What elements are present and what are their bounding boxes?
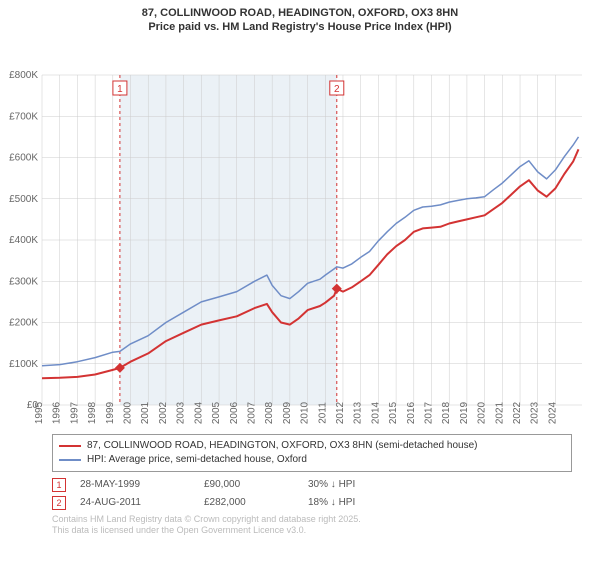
x-axis-label: 2010 bbox=[300, 401, 311, 424]
x-axis-label: 2024 bbox=[547, 401, 558, 424]
y-axis-label: £600K bbox=[9, 152, 38, 163]
x-axis-label: 2001 bbox=[140, 401, 151, 424]
legend-label: 87, COLLINWOOD ROAD, HEADINGTON, OXFORD,… bbox=[87, 439, 477, 453]
x-axis-label: 2017 bbox=[424, 401, 435, 424]
x-axis-label: 2019 bbox=[459, 401, 470, 424]
x-axis-label: 1995 bbox=[34, 401, 45, 424]
footer-attribution: Contains HM Land Registry data © Crown c… bbox=[52, 514, 572, 537]
x-axis-label: 1999 bbox=[105, 401, 116, 424]
x-axis-label: 2015 bbox=[388, 401, 399, 424]
sale-marker-label: 2 bbox=[330, 81, 344, 95]
x-axis-label: 2009 bbox=[282, 401, 293, 424]
x-axis-label: 2014 bbox=[370, 401, 381, 424]
legend: 87, COLLINWOOD ROAD, HEADINGTON, OXFORD,… bbox=[52, 434, 572, 472]
x-axis-label: 2011 bbox=[317, 401, 328, 423]
sale-hpi: 18% ↓ HPI bbox=[308, 497, 398, 508]
legend-item: 87, COLLINWOOD ROAD, HEADINGTON, OXFORD,… bbox=[59, 439, 565, 453]
x-axis-label: 2007 bbox=[246, 401, 257, 424]
sale-date: 28-MAY-1999 bbox=[80, 479, 190, 490]
chart-svg: £0£100K£200K£300K£400K£500K£600K£700K£80… bbox=[0, 35, 600, 430]
sale-row: 1 28-MAY-1999 £90,000 30% ↓ HPI bbox=[52, 478, 572, 492]
x-axis-label: 1996 bbox=[52, 401, 63, 424]
sale-row: 2 24-AUG-2011 £282,000 18% ↓ HPI bbox=[52, 496, 572, 510]
x-axis-label: 1997 bbox=[69, 401, 80, 424]
x-axis-label: 2021 bbox=[494, 401, 505, 424]
chart-title: 87, COLLINWOOD ROAD, HEADINGTON, OXFORD,… bbox=[0, 6, 600, 35]
x-axis-label: 1998 bbox=[87, 401, 98, 424]
y-axis-label: £300K bbox=[9, 276, 38, 287]
x-axis-label: 2000 bbox=[123, 401, 134, 424]
y-axis-label: £100K bbox=[9, 358, 38, 369]
legend-swatch bbox=[59, 445, 81, 447]
sale-date: 24-AUG-2011 bbox=[80, 497, 190, 508]
legend-label: HPI: Average price, semi-detached house,… bbox=[87, 453, 307, 467]
sale-price: £282,000 bbox=[204, 497, 294, 508]
x-axis-label: 2018 bbox=[441, 401, 452, 424]
legend-item: HPI: Average price, semi-detached house,… bbox=[59, 453, 565, 467]
x-axis-label: 2008 bbox=[264, 401, 275, 424]
svg-text:1: 1 bbox=[117, 84, 123, 95]
sale-price: £90,000 bbox=[204, 479, 294, 490]
x-axis-label: 2012 bbox=[335, 401, 346, 424]
x-axis-label: 2016 bbox=[406, 401, 417, 424]
x-axis-label: 2022 bbox=[512, 401, 523, 424]
x-axis-label: 2013 bbox=[353, 401, 364, 424]
x-axis-label: 2002 bbox=[158, 401, 169, 424]
title-line-1: 87, COLLINWOOD ROAD, HEADINGTON, OXFORD,… bbox=[0, 6, 600, 20]
sales-table: 1 28-MAY-1999 £90,000 30% ↓ HPI 2 24-AUG-2011… bbox=[52, 478, 572, 510]
sale-marker-label: 1 bbox=[113, 81, 127, 95]
legend-swatch bbox=[59, 459, 81, 461]
x-axis-label: 2006 bbox=[229, 401, 240, 424]
x-axis-label: 2004 bbox=[193, 401, 204, 424]
y-axis-label: £400K bbox=[9, 235, 38, 246]
sale-marker-box: 1 bbox=[52, 478, 66, 492]
x-axis-label: 2023 bbox=[530, 401, 541, 424]
x-axis-label: 2005 bbox=[211, 401, 222, 424]
footer-line-2: This data is licensed under the Open Gov… bbox=[52, 525, 572, 536]
title-line-2: Price paid vs. HM Land Registry's House … bbox=[0, 20, 600, 34]
y-axis-label: £800K bbox=[9, 70, 38, 81]
x-axis-label: 2020 bbox=[477, 401, 488, 424]
sale-marker-box: 2 bbox=[52, 496, 66, 510]
chart-plot: £0£100K£200K£300K£400K£500K£600K£700K£80… bbox=[0, 35, 600, 430]
svg-text:2: 2 bbox=[334, 84, 340, 95]
y-axis-label: £200K bbox=[9, 317, 38, 328]
sale-hpi: 30% ↓ HPI bbox=[308, 479, 398, 490]
y-axis-label: £500K bbox=[9, 193, 38, 204]
y-axis-label: £700K bbox=[9, 111, 38, 122]
footer-line-1: Contains HM Land Registry data © Crown c… bbox=[52, 514, 572, 525]
x-axis-label: 2003 bbox=[176, 401, 187, 424]
